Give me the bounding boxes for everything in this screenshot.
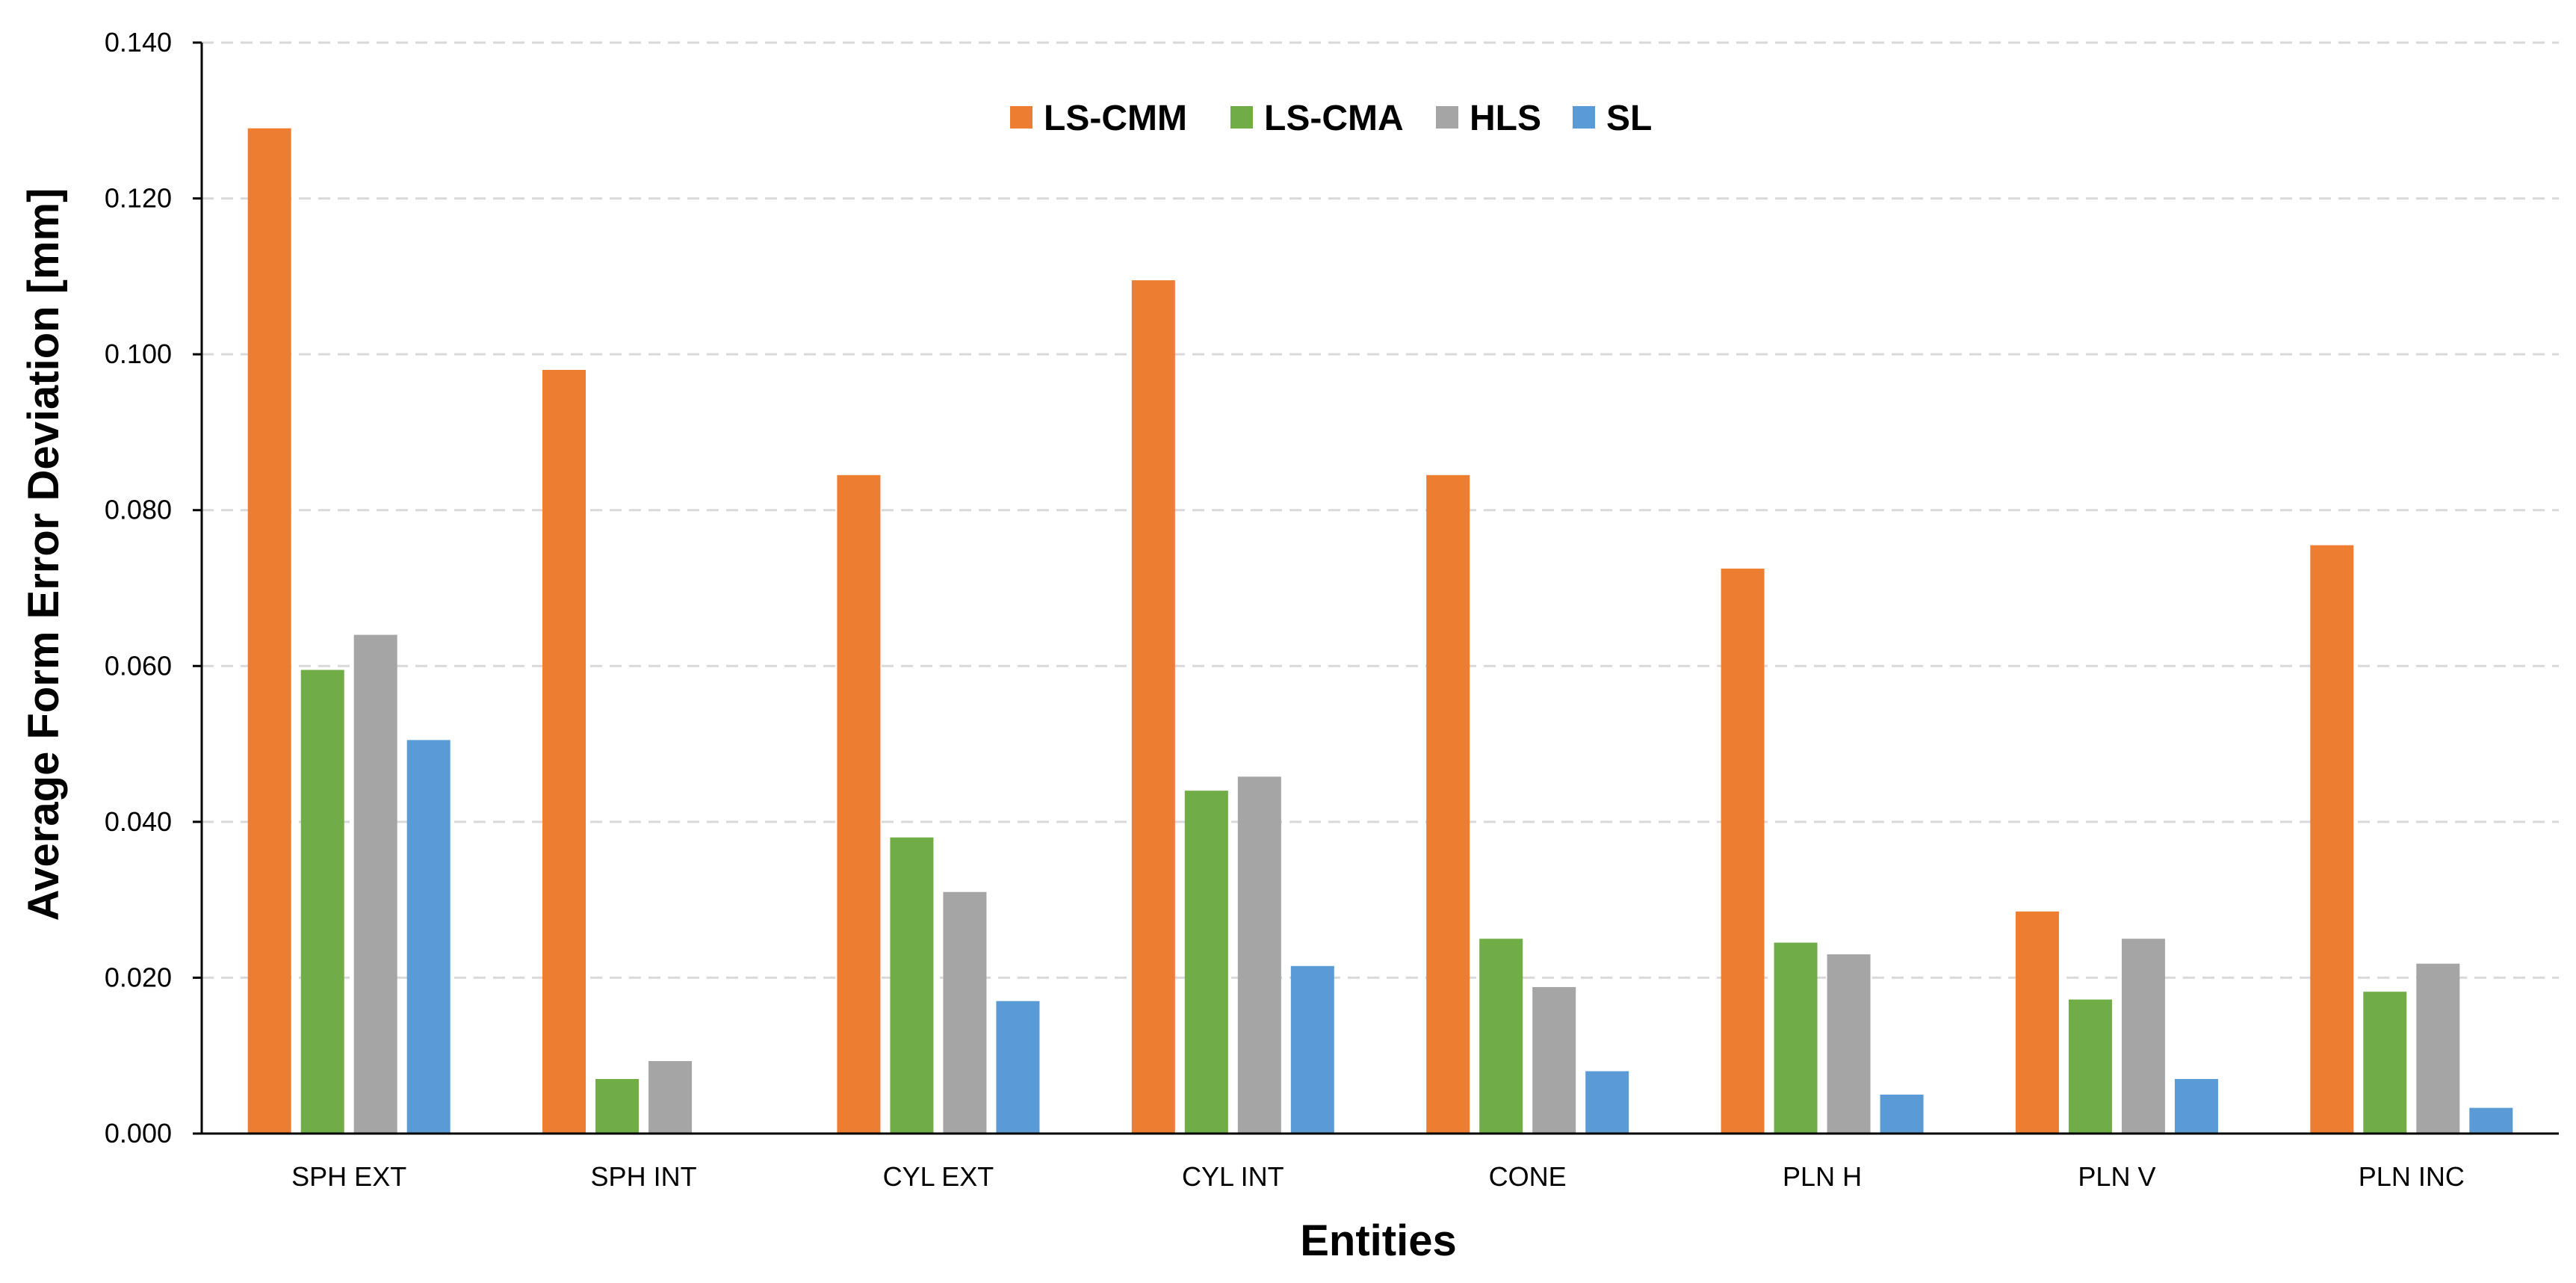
- axes: [200, 43, 2559, 1135]
- legend-item-ls-cmm: LS-CMM: [1010, 99, 1187, 138]
- bar-ls-cma-pln-h: [1774, 942, 1818, 1134]
- bar-ls-cmm-sph-int: [542, 370, 586, 1134]
- legend: LS-CMM LS-CMA HLS SL: [1010, 99, 1652, 138]
- y-tick-label: 0.100: [105, 338, 172, 369]
- bar-ls-cma-cyl-ext: [890, 837, 934, 1134]
- y-tick-label: 0.060: [105, 650, 172, 681]
- bar-sl-sph-ext: [406, 740, 451, 1134]
- legend-label: HLS: [1470, 99, 1541, 138]
- bar-ls-cmm-pln-v: [2015, 911, 2059, 1134]
- bar-hls-sph-int: [648, 1061, 693, 1134]
- bar-ls-cmm-pln-h: [1721, 568, 1765, 1134]
- legend-item-sl: SL: [1573, 99, 1652, 138]
- legend-swatch: [1573, 106, 1595, 129]
- bar-sl-cyl-int: [1290, 965, 1334, 1134]
- bar-sl-pln-h: [1880, 1094, 1924, 1134]
- bar-ls-cmm-sph-ext: [247, 128, 291, 1134]
- x-tick-label: SPH INT: [591, 1161, 697, 1192]
- bars: [247, 128, 2513, 1134]
- legend-label: SL: [1606, 99, 1652, 138]
- legend-item-hls: HLS: [1436, 99, 1541, 138]
- y-tick-label: 0.020: [105, 962, 172, 992]
- bar-ls-cma-sph-int: [595, 1079, 640, 1134]
- bar-ls-cma-pln-inc: [2363, 992, 2407, 1134]
- x-tick-label: SPH EXT: [291, 1161, 406, 1192]
- legend-label: LS-CMA: [1264, 99, 1404, 138]
- y-tick-label: 0.000: [105, 1118, 172, 1148]
- x-tick-label: CYL INT: [1182, 1161, 1284, 1192]
- bar-ls-cmm-cyl-int: [1131, 280, 1175, 1134]
- y-axis-title: Average Form Error Deviation [mm]: [19, 188, 68, 921]
- bar-ls-cma-cone: [1479, 939, 1523, 1134]
- bar-hls-cyl-ext: [943, 891, 987, 1134]
- bar-ls-cmm-cone: [1426, 474, 1470, 1134]
- bar-hls-cone: [1532, 986, 1576, 1134]
- bar-sl-cyl-ext: [996, 1001, 1040, 1134]
- bar-ls-cmm-pln-inc: [2310, 545, 2354, 1134]
- bar-ls-cma-pln-v: [2068, 999, 2112, 1134]
- x-tick-label: PLN H: [1783, 1161, 1862, 1192]
- x-tick-labels: SPH EXT SPH INT CYL EXT CYL INT CONE PLN H PLN…: [291, 1161, 2465, 1192]
- bar-hls-pln-h: [1827, 954, 1871, 1134]
- y-tick-label: 0.080: [105, 495, 172, 525]
- bar-sl-pln-v: [2174, 1079, 2218, 1134]
- bar-ls-cmm-cyl-ext: [837, 474, 881, 1134]
- x-tick-label: PLN INC: [2359, 1161, 2465, 1192]
- legend-label: LS-CMM: [1044, 99, 1187, 138]
- bar-ls-cma-sph-ext: [300, 670, 344, 1134]
- bar-hls-cyl-int: [1237, 776, 1281, 1134]
- gridlines: [202, 41, 2559, 979]
- legend-item-ls-cma: LS-CMA: [1230, 99, 1404, 138]
- y-tick-labels: 0.000 0.020 0.040 0.060 0.080 0.100 0.120 0.140: [105, 27, 202, 1148]
- x-axis-title: Entities: [1300, 1216, 1457, 1265]
- x-tick-label: CYL EXT: [883, 1161, 994, 1192]
- x-tick-label: PLN V: [2078, 1161, 2155, 1192]
- x-tick-label: CONE: [1489, 1161, 1567, 1192]
- legend-swatch: [1230, 106, 1253, 129]
- y-tick-label: 0.120: [105, 183, 172, 214]
- y-tick-label: 0.140: [105, 27, 172, 58]
- bar-sl-cone: [1585, 1071, 1629, 1134]
- bar-hls-pln-inc: [2416, 963, 2460, 1134]
- y-tick-label: 0.040: [105, 806, 172, 837]
- bar-ls-cma-cyl-int: [1184, 791, 1228, 1134]
- bar-sl-pln-inc: [2469, 1107, 2513, 1134]
- legend-swatch: [1436, 106, 1458, 129]
- legend-swatch: [1010, 106, 1032, 129]
- bar-hls-pln-v: [2121, 939, 2165, 1134]
- bar-hls-sph-ext: [353, 634, 397, 1134]
